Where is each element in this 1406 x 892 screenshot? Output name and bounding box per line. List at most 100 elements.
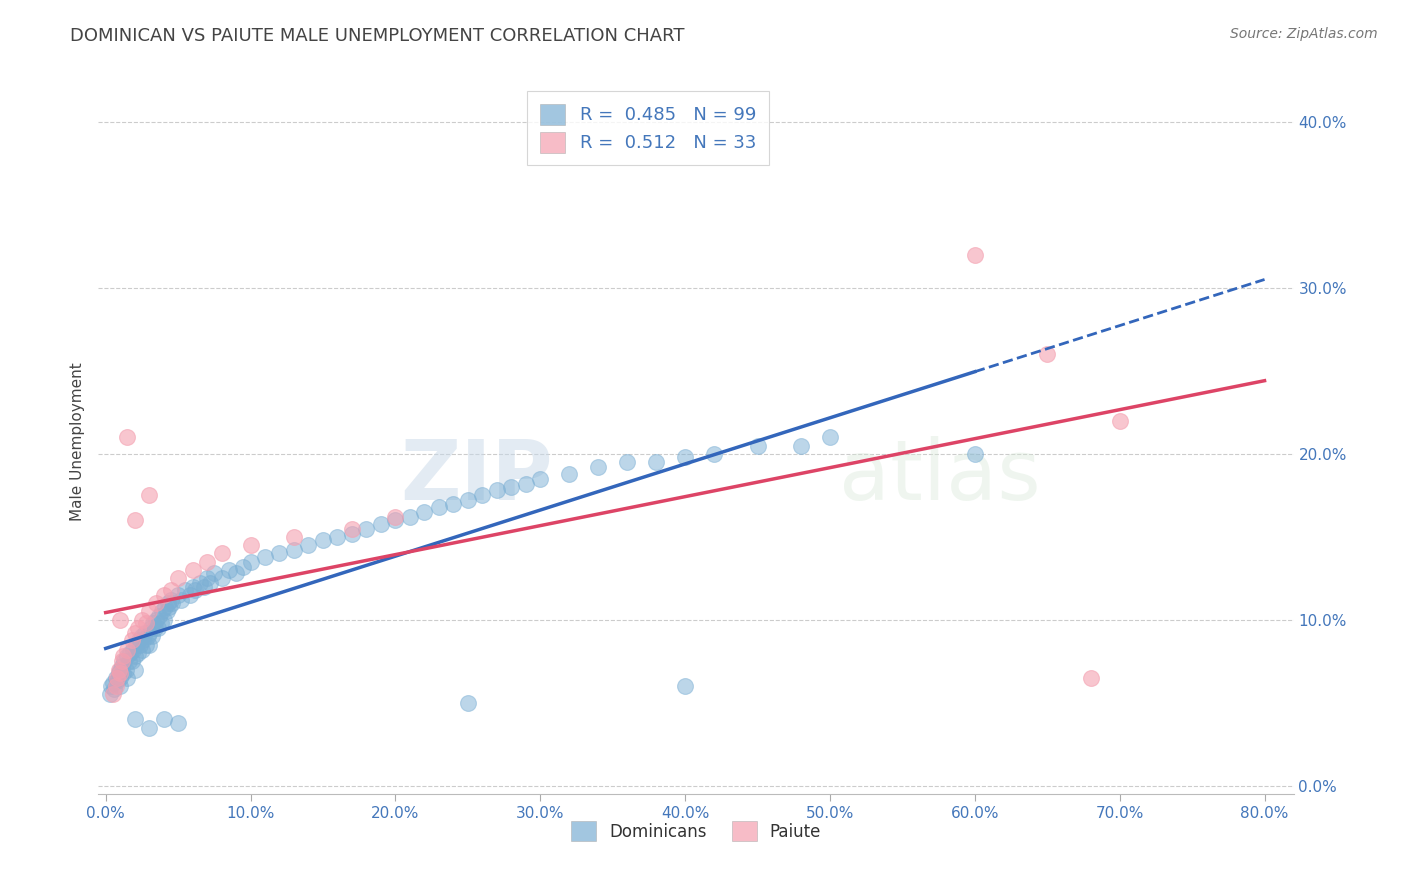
Point [98,687,121,701]
Point [107,665,129,680]
Point [127,646,149,660]
Point [131,629,153,643]
Point [239,538,262,552]
Point [1108,414,1130,428]
Point [211,571,233,585]
Point [101,687,124,701]
Point [162,596,184,610]
Point [160,582,183,597]
Point [138,626,160,640]
Point [485,483,508,498]
Point [673,679,696,693]
Point [139,621,162,635]
Point [120,646,142,660]
Point [1036,347,1059,361]
Point [122,642,145,657]
Point [283,530,305,544]
Point [108,665,131,680]
Point [457,493,479,508]
Point [181,580,204,594]
Point [105,674,128,689]
Point [124,513,146,527]
Point [129,638,152,652]
Point [108,663,131,677]
Point [297,538,319,552]
Point [239,555,262,569]
Point [616,455,638,469]
Point [124,663,146,677]
Point [115,663,138,677]
Point [121,632,143,647]
Point [457,696,479,710]
Point [253,549,276,564]
Point [673,450,696,465]
Point [152,588,174,602]
Point [184,582,207,597]
Point [127,621,149,635]
Point [145,613,167,627]
Point [399,510,422,524]
Point [117,642,139,657]
Point [515,476,537,491]
Point [141,629,163,643]
Point [124,712,146,726]
Point [703,447,725,461]
Point [340,522,363,536]
Point [160,593,183,607]
Point [150,605,173,619]
Text: DOMINICAN VS PAIUTE MALE UNEMPLOYMENT CORRELATION CHART: DOMINICAN VS PAIUTE MALE UNEMPLOYMENT CO… [70,27,685,45]
Point [963,248,986,262]
Point [427,500,450,514]
Point [112,649,135,664]
Point [112,665,135,680]
Point [138,638,160,652]
Point [218,563,240,577]
Point [134,626,156,640]
Point [117,430,139,444]
Point [1080,671,1102,685]
Point [148,609,170,624]
Point [100,679,122,693]
Point [128,632,150,647]
Point [356,522,378,536]
Point [586,460,609,475]
Point [340,526,363,541]
Point [104,679,127,693]
Point [108,679,131,693]
Point [149,616,172,631]
Point [114,654,136,668]
Point [117,649,139,664]
Point [211,546,233,560]
Point [153,599,176,614]
Point [103,682,125,697]
Point [143,621,166,635]
Point [963,447,986,461]
Text: ZIP: ZIP [401,436,553,517]
Point [790,439,813,453]
Point [232,559,254,574]
Point [167,588,190,602]
Point [181,563,204,577]
Point [124,649,146,664]
Point [138,488,160,502]
Point [501,480,523,494]
Point [156,596,179,610]
Point [118,654,141,668]
Point [125,638,148,652]
Text: Source: ZipAtlas.com: Source: ZipAtlas.com [1230,27,1378,41]
Point [441,497,464,511]
Point [283,543,305,558]
Point [152,712,174,726]
Point [558,467,581,481]
Point [370,516,392,531]
Point [167,571,190,585]
Point [131,613,153,627]
Point [146,621,169,635]
Point [174,582,197,597]
Point [747,439,769,453]
Point [104,671,127,685]
Y-axis label: Male Unemployment: Male Unemployment [69,362,84,521]
Point [167,715,190,730]
Point [108,613,131,627]
Point [124,626,146,640]
